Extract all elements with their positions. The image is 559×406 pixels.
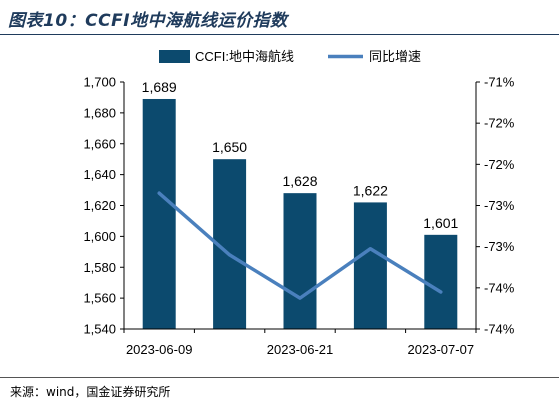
- left-tick-label: 1,680: [83, 105, 116, 120]
- bar: [353, 202, 387, 329]
- chart: CCFI:地中海航线 同比增速 1,540 1,560 1,580 1,600 1,620…: [83, 49, 515, 357]
- left-axis: 1,540 1,560 1,580 1,600 1,620 1,640 1,660 1,680…: [83, 75, 125, 337]
- right-axis: -71% -72% -72% -73% -73% -74% -74%: [475, 75, 515, 337]
- right-tick-label: -73%: [484, 239, 515, 254]
- x-tick-label: 2023-06-21: [267, 342, 334, 357]
- bar-data-label: 1,622: [353, 182, 388, 198]
- line-series: [157, 191, 443, 300]
- bar-series: [142, 98, 458, 329]
- title-rule: [0, 34, 559, 35]
- source-note: 来源：wind，国金证券研究所: [10, 385, 171, 399]
- bar: [283, 193, 317, 329]
- left-tick-label: 1,600: [83, 229, 116, 244]
- left-tick-label: 1,660: [83, 136, 116, 151]
- left-tick-label: 1,700: [83, 75, 116, 90]
- right-tick-label: -74%: [484, 322, 515, 337]
- legend-bar-swatch: [159, 50, 190, 63]
- left-tick-label: 1,560: [83, 291, 116, 306]
- bar-data-label: 1,628: [282, 173, 317, 189]
- bar-data-labels: 1,689 1,650 1,628 1,622 1,601: [142, 79, 459, 231]
- bar-data-label: 1,689: [142, 79, 177, 95]
- right-tick-label: -74%: [484, 280, 515, 295]
- bar-data-label: 1,601: [423, 215, 458, 231]
- left-tick-label: 1,580: [83, 260, 116, 275]
- left-tick-label: 1,640: [83, 167, 116, 182]
- chart-title: 图表10：CCFI地中海航线运价指数: [8, 11, 288, 31]
- yoy-growth-line: [157, 191, 443, 300]
- bar: [142, 98, 176, 329]
- x-tick-label: 2023-07-07: [408, 342, 475, 357]
- bar: [424, 234, 458, 329]
- right-tick-label: -72%: [484, 157, 515, 172]
- source-rule: [0, 377, 559, 378]
- legend-line-label: 同比增速: [369, 49, 421, 64]
- x-axis: 2023-06-09 2023-06-21 2023-07-07: [123, 328, 477, 357]
- x-tick-label: 2023-06-09: [126, 342, 193, 357]
- left-tick-label: 1,540: [83, 322, 116, 337]
- left-tick-label: 1,620: [83, 198, 116, 213]
- bar-data-label: 1,650: [212, 139, 247, 155]
- legend: CCFI:地中海航线 同比增速: [159, 49, 421, 64]
- right-tick-label: -71%: [484, 75, 515, 90]
- right-tick-label: -73%: [484, 198, 515, 213]
- right-tick-label: -72%: [484, 116, 515, 131]
- legend-bar-label: CCFI:地中海航线: [195, 49, 294, 64]
